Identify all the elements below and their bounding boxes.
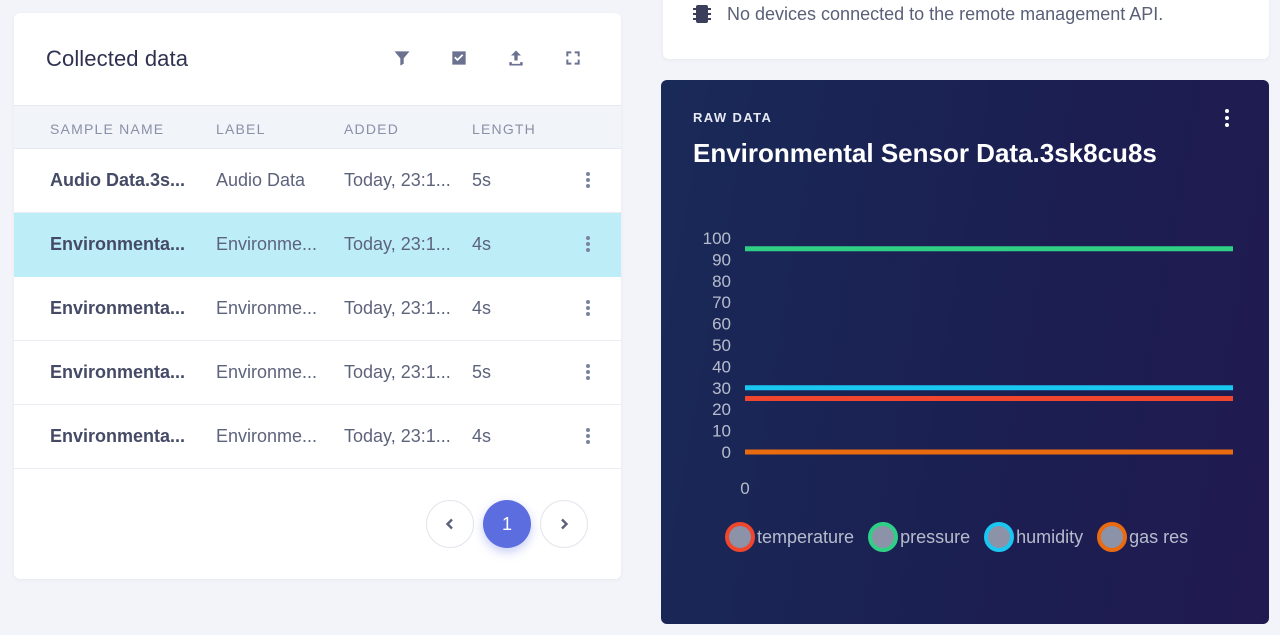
expand-icon: [565, 51, 580, 65]
legend-item-gas-res[interactable]: gas res: [1097, 522, 1188, 552]
y-tick-label: 50: [712, 336, 731, 355]
legend-swatch: [1097, 522, 1128, 552]
pagination: 1: [426, 500, 588, 548]
chart-subtitle: RAW DATA: [693, 110, 773, 125]
legend-label: pressure: [900, 526, 971, 547]
raw-data-chart: 0 10 20 30 40 50 60 70 80 90 100 0: [703, 229, 1233, 498]
legend-swatch: [725, 522, 755, 552]
sample-added: Today, 23:1...: [344, 426, 451, 446]
legend-swatch: [984, 522, 1015, 552]
y-tick-label: 40: [712, 357, 731, 376]
table-row-selected[interactable]: Environmenta... Environme... Today, 23:1…: [14, 213, 621, 277]
sample-length: 4s: [472, 426, 492, 446]
row-menu-icon[interactable]: [582, 233, 594, 255]
filter-button[interactable]: [373, 47, 430, 69]
row-menu-icon[interactable]: [582, 297, 594, 319]
chart-legend: temperature pressure humidity gas res: [725, 522, 1188, 552]
devices-panel: No devices connected to the remote manag…: [663, 0, 1269, 59]
y-tick-label: 80: [712, 272, 731, 291]
y-tick-label: 90: [712, 250, 731, 269]
device-chip-icon: [693, 5, 711, 23]
row-menu-icon[interactable]: [582, 361, 594, 383]
table-body: Audio Data.3s... Audio Data Today, 23:1.…: [14, 149, 621, 469]
sample-length: 4s: [472, 234, 492, 254]
next-page-button[interactable]: [540, 500, 588, 548]
chart-menu-icon[interactable]: [1223, 109, 1231, 127]
y-tick-label: 100: [703, 229, 731, 248]
page-1-button[interactable]: 1: [483, 500, 531, 548]
y-tick-label: 70: [712, 293, 731, 312]
x-tick-label: 0: [740, 479, 749, 498]
column-header-length[interactable]: LENGTH: [472, 121, 536, 137]
sample-label: Environme...: [216, 362, 318, 382]
sample-added: Today, 23:1...: [344, 298, 451, 318]
sample-name: Audio Data.3s...: [50, 170, 186, 190]
column-header-added[interactable]: ADDED: [344, 121, 400, 137]
sample-name: Environmenta...: [50, 362, 186, 382]
sample-label: Environme...: [216, 426, 318, 446]
prev-page-button[interactable]: [426, 500, 474, 548]
sample-name: Environmenta...: [50, 234, 186, 254]
raw-data-panel: 0 10 20 30 40 50 60 70 80 90 100 0 RAW DATA Environ…: [661, 80, 1269, 624]
sample-label: Audio Data: [216, 170, 306, 190]
upload-icon: [508, 50, 523, 66]
checkbox-icon: [451, 51, 466, 65]
sample-name: Environmenta...: [50, 426, 186, 446]
panel-toolbar: [373, 47, 601, 69]
column-header-sample-name[interactable]: SAMPLE NAME: [50, 121, 165, 137]
y-tick-label: 20: [712, 400, 731, 419]
legend-item-pressure[interactable]: pressure: [868, 522, 970, 552]
table-row[interactable]: Audio Data.3s... Audio Data Today, 23:1.…: [14, 149, 621, 213]
legend-label: gas res: [1129, 526, 1189, 547]
sample-added: Today, 23:1...: [344, 362, 451, 382]
sample-added: Today, 23:1...: [344, 234, 451, 254]
filter-icon: [394, 51, 409, 66]
select-button[interactable]: [430, 47, 487, 69]
sample-length: 4s: [472, 298, 492, 318]
sample-name: Environmenta...: [50, 298, 186, 318]
expand-button[interactable]: [544, 47, 601, 69]
table-row[interactable]: Environmenta... Environme... Today, 23:1…: [14, 277, 621, 341]
table-row[interactable]: Environmenta... Environme... Today, 23:1…: [14, 405, 621, 469]
table-header: SAMPLE NAME LABEL ADDED LENGTH: [14, 105, 621, 149]
chart-title: Environmental Sensor Data.3sk8cu8s: [693, 138, 1157, 168]
sample-added: Today, 23:1...: [344, 170, 451, 190]
legend-item-temperature[interactable]: temperature: [725, 522, 854, 552]
column-header-label[interactable]: LABEL: [216, 121, 266, 137]
upload-button[interactable]: [487, 47, 544, 69]
no-devices-message: No devices connected to the remote manag…: [727, 4, 1164, 24]
y-tick-label: 0: [722, 443, 731, 462]
row-menu-icon[interactable]: [582, 169, 594, 191]
sample-length: 5s: [472, 362, 492, 382]
legend-label: temperature: [757, 526, 855, 547]
table-row[interactable]: Environmenta... Environme... Today, 23:1…: [14, 341, 621, 405]
row-menu-icon[interactable]: [582, 425, 594, 447]
sample-label: Environme...: [216, 298, 318, 318]
chevron-right-icon: [561, 518, 569, 530]
legend-label: humidity: [1016, 526, 1084, 547]
legend-swatch: [868, 522, 899, 552]
chevron-left-icon: [445, 518, 453, 530]
panel-title: Collected data: [46, 46, 189, 71]
y-tick-label: 10: [712, 422, 731, 441]
sample-label: Environme...: [216, 234, 318, 254]
collected-data-panel: Collected data SAMPLE NAME LABEL ADDED L…: [14, 13, 621, 579]
legend-item-humidity[interactable]: humidity: [984, 522, 1083, 552]
sample-length: 5s: [472, 170, 492, 190]
y-tick-label: 30: [712, 379, 731, 398]
y-tick-label: 60: [712, 315, 731, 334]
